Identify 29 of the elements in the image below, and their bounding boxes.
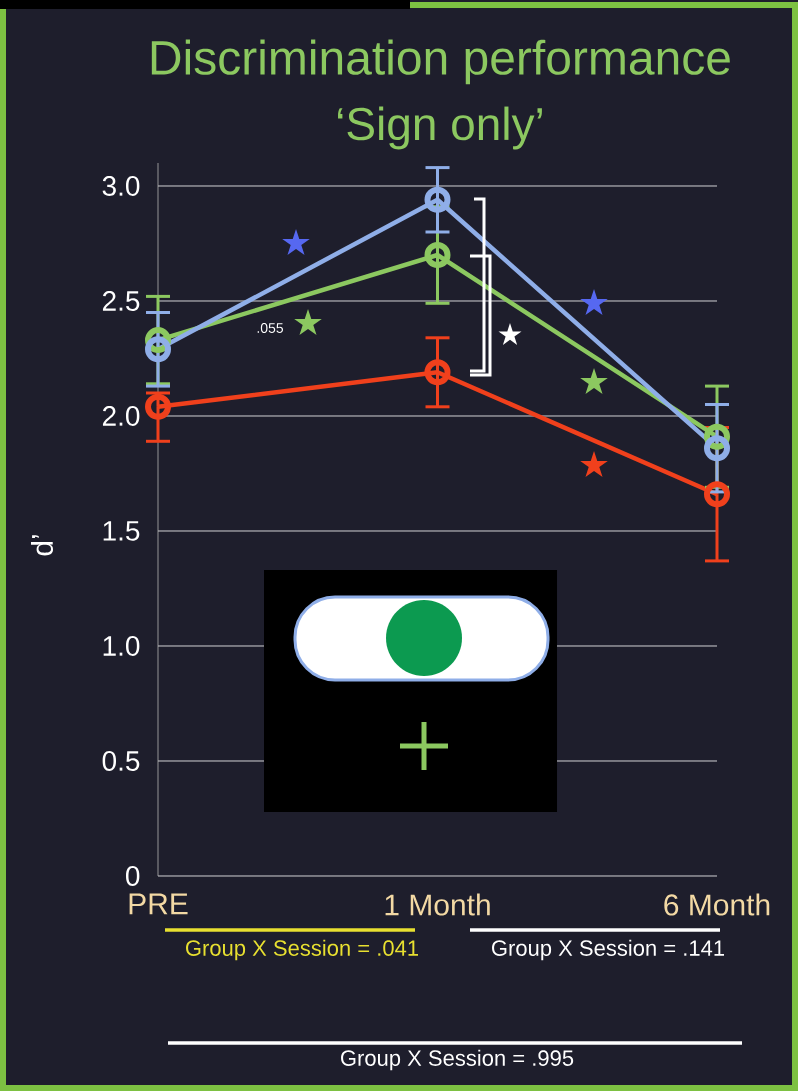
- point: [704, 435, 731, 462]
- point: [424, 241, 451, 268]
- point: [145, 336, 171, 363]
- point: [424, 359, 451, 386]
- chart-title: Discrimination performance: [151, 39, 730, 85]
- x-tick-label: 6 Month: [664, 893, 770, 916]
- point: [704, 481, 731, 508]
- point: [424, 186, 451, 213]
- x-tick-label: 1 Month: [385, 893, 490, 916]
- annotation: ★: [580, 450, 608, 478]
- annotation: ★: [580, 367, 608, 395]
- y-tick-label: 1.5: [103, 521, 140, 541]
- y-tick-label: 2.0: [102, 406, 140, 426]
- y-tick-label: 2.5: [102, 291, 140, 311]
- y-tick-label: 0: [125, 866, 140, 886]
- x-tick-label: PRE: [129, 893, 188, 915]
- y-tick-label: 0.5: [102, 751, 140, 771]
- annotation: ★: [282, 228, 310, 256]
- text: Group X Session = .141: [492, 939, 725, 961]
- text: Group X Session = .995: [341, 1049, 574, 1071]
- text: Group X Session = .041: [186, 939, 418, 961]
- annotation: .055: [257, 323, 284, 333]
- y-tick-label: 3.0: [102, 176, 140, 196]
- annotation: ★: [498, 323, 522, 345]
- y-axis-title: d’: [30, 535, 54, 556]
- y-tick-label: 1.0: [103, 636, 140, 656]
- annotation: ★: [294, 308, 322, 336]
- chart-subtitle: ‘Sign only’: [338, 106, 542, 150]
- annotation: ★: [580, 288, 608, 316]
